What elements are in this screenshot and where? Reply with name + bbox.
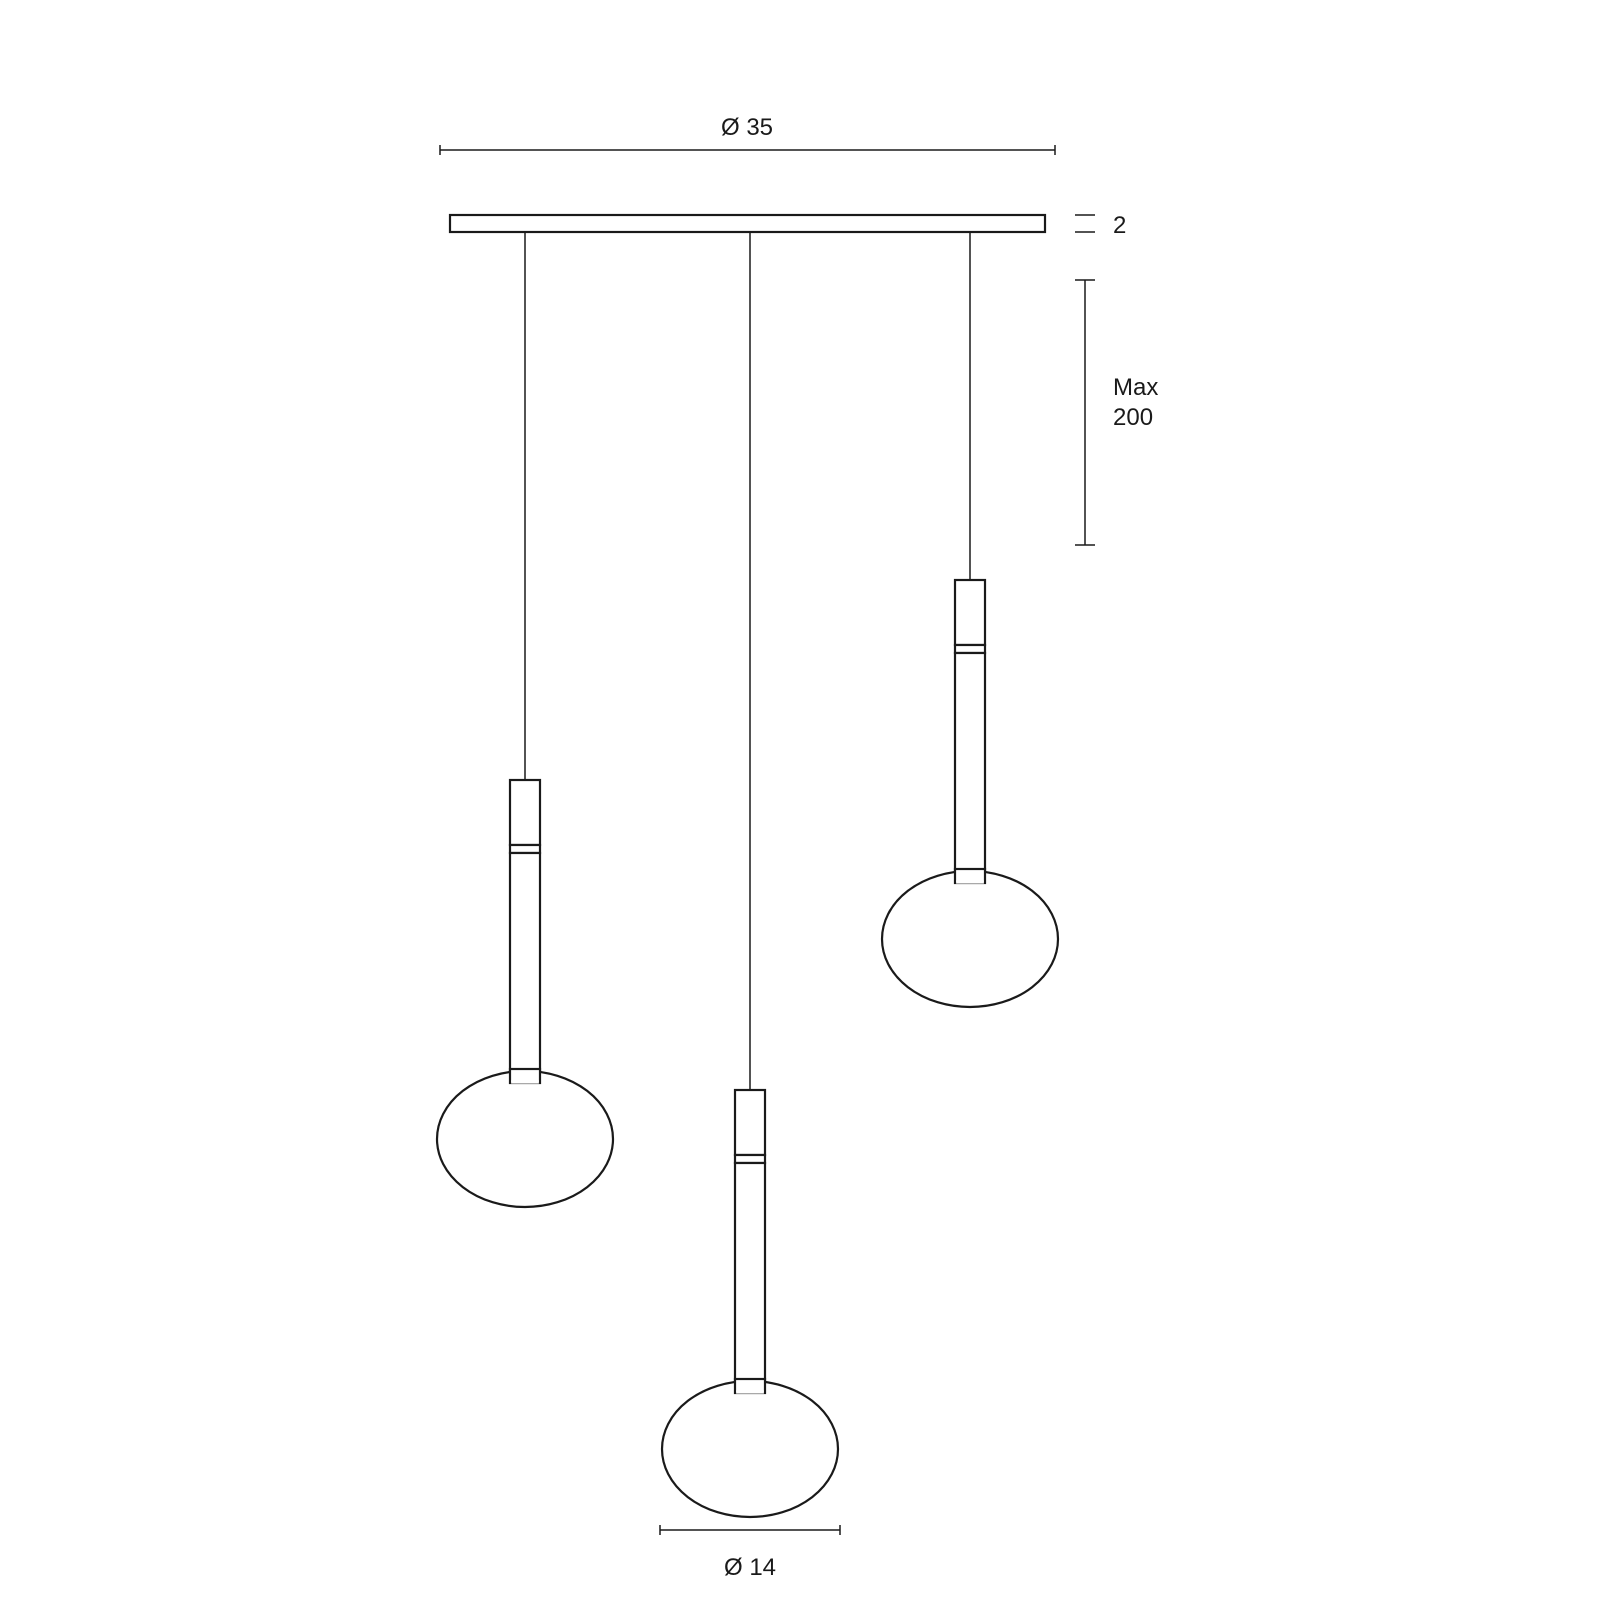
dim-max-label2: 200 — [1113, 404, 1153, 431]
technical-drawing: Ø 35 2 Max 200 Ø 14 — [0, 0, 1600, 1600]
pendant-tube-bottom — [735, 1163, 765, 1383]
pendant-tube-top — [735, 1090, 765, 1155]
pendant-3 — [882, 232, 1058, 1007]
pendant-tube-bottom — [955, 653, 985, 873]
pendant-ring — [955, 645, 985, 653]
pendant-tube-bottom — [510, 853, 540, 1073]
pendant-ring — [735, 1155, 765, 1163]
pendant-bulb — [882, 871, 1058, 1007]
pendant-tube-top — [955, 580, 985, 645]
dim-top-label: Ø 35 — [721, 114, 773, 141]
dim-bottom-label: Ø 14 — [724, 1554, 776, 1581]
pendant-bulb — [662, 1381, 838, 1517]
pendant-tube-top — [510, 780, 540, 845]
dim-thickness-label: 2 — [1113, 212, 1126, 239]
pendant-1 — [437, 232, 613, 1207]
canopy-plate — [450, 215, 1045, 232]
pendant-bulb — [437, 1071, 613, 1207]
dim-max-label1: Max — [1113, 374, 1158, 401]
pendant-2 — [662, 232, 838, 1517]
pendant-ring — [510, 845, 540, 853]
